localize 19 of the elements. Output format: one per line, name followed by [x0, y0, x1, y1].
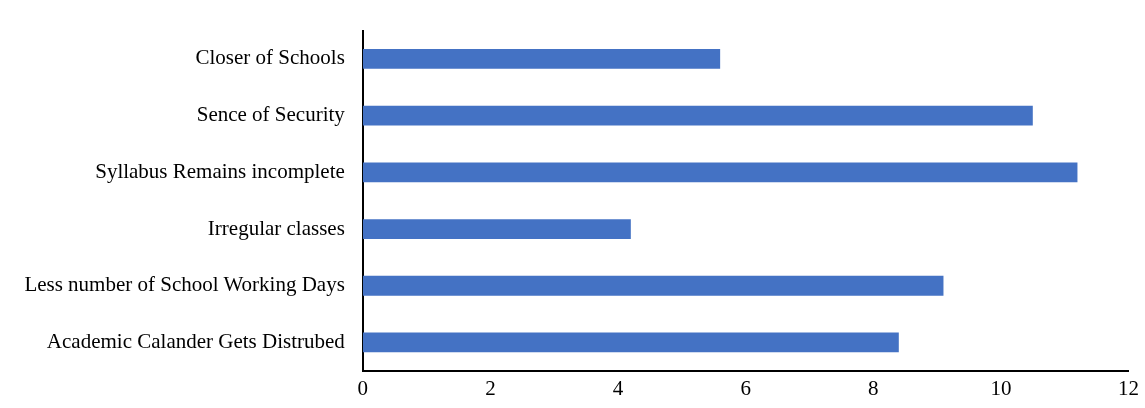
bar: [362, 219, 631, 239]
bar: [362, 49, 721, 69]
y-tick-label: Closer of Schools: [195, 45, 345, 70]
y-tick-label: Less number of School Working Days: [24, 272, 345, 297]
x-tick-label: 2: [485, 375, 496, 400]
x-tick-label: 6: [740, 375, 751, 400]
bar: [362, 162, 1078, 183]
x-tick-label: 4: [612, 375, 624, 400]
y-tick-label: Sence of Security: [196, 102, 346, 127]
bar: [362, 332, 899, 353]
bar: [362, 105, 1033, 126]
y-tick-label: Irregular classes: [207, 215, 345, 240]
bar: [362, 275, 944, 296]
x-tick-label: 10: [990, 375, 1012, 400]
y-tick-label: Syllabus Remains incomplete: [95, 158, 345, 183]
y-tick-label: Academic Calander Gets Distrubed: [46, 328, 346, 353]
x-tick-label: 8: [868, 375, 879, 400]
x-tick-label: 12: [1118, 375, 1139, 400]
x-tick-label: 0: [357, 375, 369, 400]
